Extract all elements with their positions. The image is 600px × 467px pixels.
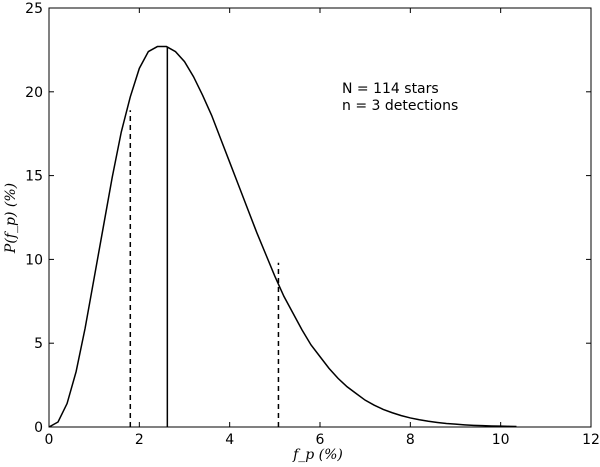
x-tick-label: 12: [582, 432, 600, 448]
y-axis-label: P(f_p) (%): [3, 183, 19, 254]
y-tick-label: 5: [34, 336, 43, 352]
y-tick-label: 20: [25, 85, 43, 101]
y-tick-label: 25: [25, 1, 43, 17]
y-tick-label: 0: [34, 420, 43, 436]
x-tick-label: 2: [135, 432, 144, 448]
x-axis-label: f_p (%): [292, 447, 343, 463]
x-tick-label: 0: [45, 432, 54, 448]
x-tick-label: 10: [492, 432, 510, 448]
axis-ticks: 0 2 4 6 8 10 12 0 5 10 15 20 25: [25, 1, 600, 448]
x-tick-label: 6: [316, 432, 325, 448]
chart-marks: [48, 45, 517, 428]
series-line-0: [48, 45, 517, 428]
annotation-sample-size: N = 114 stars: [342, 81, 439, 97]
x-tick-label: 8: [406, 432, 415, 448]
y-tick-label: 15: [25, 169, 43, 185]
x-tick-label: 4: [225, 432, 234, 448]
y-tick-label: 10: [25, 252, 43, 268]
annotation-detections: n = 3 detections: [342, 98, 458, 114]
